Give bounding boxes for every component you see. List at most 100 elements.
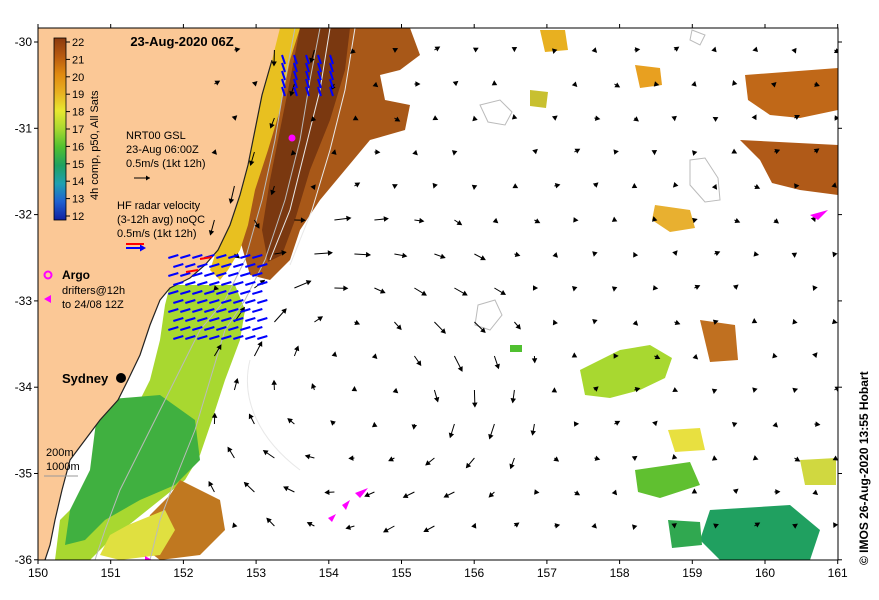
current-vector-head xyxy=(512,183,519,189)
colorbar-label: 4h comp, p50, All Sats xyxy=(89,90,101,200)
radar-vector xyxy=(233,335,244,340)
radar-vector xyxy=(281,86,286,97)
radar-vector xyxy=(281,70,286,81)
current-vector-head xyxy=(814,81,820,87)
current-vector-head xyxy=(251,80,258,87)
argo-legend-icon xyxy=(43,270,53,280)
colorbar-swatch xyxy=(53,37,67,221)
current-vector-head xyxy=(402,493,409,499)
current-vector-head xyxy=(371,421,378,428)
credit-text: © IMOS 26-Aug-2020 13:55 Hobart xyxy=(857,371,871,565)
current-vector-head xyxy=(651,150,658,156)
current-vector-head xyxy=(532,148,538,155)
radar-vector xyxy=(329,54,334,65)
current-vector-head xyxy=(611,489,618,496)
current-vector-head xyxy=(448,432,455,439)
orange-speck-3 xyxy=(652,205,695,232)
current-vector-head xyxy=(262,450,269,456)
radar-vector xyxy=(240,272,251,277)
current-vector-head xyxy=(331,149,337,155)
current-vector-head xyxy=(554,523,561,529)
current-vector-head xyxy=(592,251,598,257)
current-vector-head xyxy=(613,353,619,359)
radar-vector xyxy=(305,86,310,97)
current-vector-head xyxy=(471,522,477,529)
current-vector-head xyxy=(231,115,238,121)
current-vector-head xyxy=(412,149,418,156)
current-vector-head xyxy=(711,455,718,461)
x-tick-label: 152 xyxy=(173,566,193,580)
y-axis: -30 -31 -32 -33 -34 -35 -36 xyxy=(15,35,842,567)
current-vector-head xyxy=(831,318,838,325)
current-vector-head xyxy=(281,308,287,314)
current-vector-head xyxy=(592,182,599,188)
radar-vector-red xyxy=(199,256,213,260)
radar-vector xyxy=(168,272,179,277)
current-vector-head xyxy=(611,216,618,222)
teal-patch-se xyxy=(700,505,820,560)
current-vector-head xyxy=(794,183,800,189)
current-vector-head xyxy=(211,412,218,418)
bathymetry-contours xyxy=(94,28,721,560)
y-tick-label: -33 xyxy=(15,294,33,308)
radar-vector xyxy=(317,54,322,65)
current-vector-head xyxy=(775,489,781,495)
radar-vector xyxy=(245,263,256,268)
current-vector-head xyxy=(694,284,701,290)
y-tick-label: -31 xyxy=(15,121,33,135)
yellow-speck xyxy=(530,90,548,108)
radar-vector xyxy=(228,290,239,295)
radar-vector xyxy=(192,272,203,277)
nrt-legend: NRT00 GSL 23-Aug 06:00Z 0.5m/s (1kt 12h) xyxy=(126,130,205,181)
radar-vector xyxy=(209,281,220,286)
y-tick-label: -30 xyxy=(15,35,33,49)
current-vector-head xyxy=(591,523,597,529)
current-vector-head xyxy=(461,290,468,296)
radar-vector xyxy=(197,263,208,268)
current-vector-head xyxy=(792,318,798,325)
coastline xyxy=(44,59,273,560)
current-vector-head xyxy=(208,481,214,487)
radar-vector xyxy=(257,335,268,340)
radar-vector xyxy=(192,308,203,313)
current-vector-head xyxy=(348,455,354,461)
current-vector-head xyxy=(573,217,579,223)
orange-patch-east xyxy=(700,320,738,362)
current-vector-head xyxy=(456,220,463,226)
current-vector-head xyxy=(492,217,499,224)
current-vector-head xyxy=(213,285,220,291)
radar-vector xyxy=(317,70,322,81)
land-australia xyxy=(38,28,280,560)
current-vector-head xyxy=(812,285,818,291)
radar-vector xyxy=(173,281,184,286)
current-vector-head xyxy=(671,115,677,122)
x-tick-label: 153 xyxy=(246,566,266,580)
radar-vector xyxy=(252,272,263,277)
current-vector-head xyxy=(711,184,718,190)
radar-vector xyxy=(204,290,215,295)
radar-vector xyxy=(240,254,251,259)
current-vector-head xyxy=(571,286,578,292)
current-vector-head xyxy=(532,285,539,291)
current-vector-head xyxy=(294,345,300,352)
current-vector-head xyxy=(232,522,238,529)
current-vector-head xyxy=(573,421,580,427)
current-vector-head xyxy=(300,217,306,223)
current-vector-head xyxy=(732,488,739,494)
radar-vector xyxy=(168,254,179,259)
radar-vector xyxy=(209,263,220,268)
radar-vector xyxy=(293,62,298,73)
current-vector-head xyxy=(634,47,641,53)
y-tick-label: -34 xyxy=(15,380,33,394)
current-vector-head xyxy=(552,319,558,326)
radar-vector xyxy=(317,78,322,89)
current-vector-head xyxy=(396,324,402,331)
radar-vector xyxy=(209,335,220,340)
radar-vector xyxy=(329,78,334,89)
current-vector-head xyxy=(531,358,538,364)
radar-vector xyxy=(192,254,203,259)
current-vector-head xyxy=(227,446,233,453)
current-vector-head xyxy=(672,182,679,188)
current-vector-head xyxy=(494,363,500,370)
